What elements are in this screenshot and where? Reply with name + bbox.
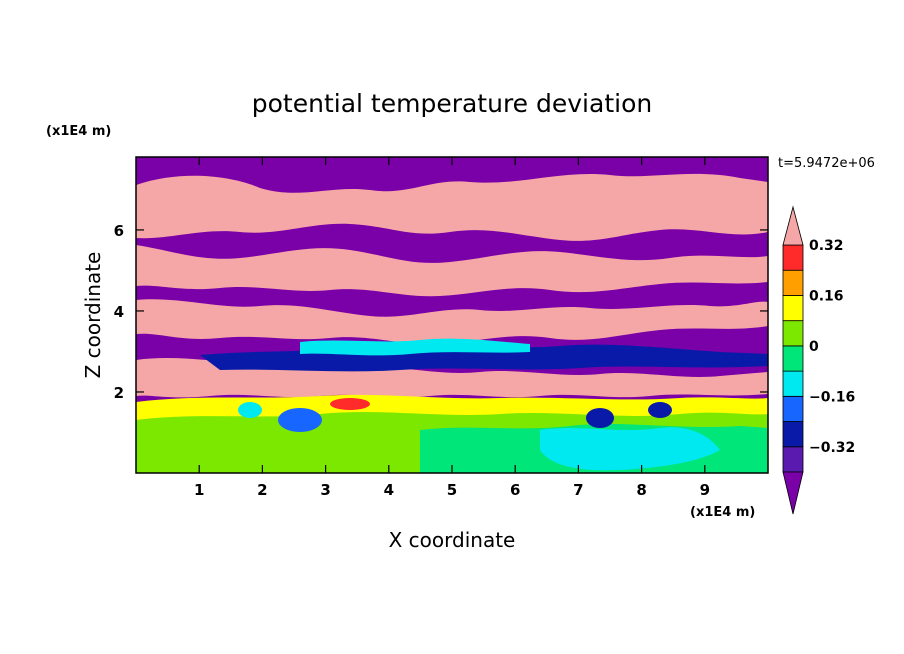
field-band-cyan-low — [540, 427, 720, 471]
y-axis-ticks: 2 4 6 — [114, 222, 768, 402]
colorbar-extend-top — [782, 205, 804, 246]
colorbar-segment — [782, 421, 804, 448]
x-unit-label: (x1E4 m) — [690, 505, 755, 520]
field-band-pink-top2 — [136, 245, 768, 297]
x-axis-ticks: 1 2 3 4 5 6 7 8 9 — [194, 157, 710, 499]
eddy-2 — [586, 408, 614, 428]
x-tick-label: 9 — [700, 481, 710, 499]
x-tick-label: 5 — [447, 481, 457, 499]
field-band-pink-mid — [136, 299, 768, 345]
y-tick-label: 4 — [114, 303, 124, 321]
eddy-3 — [648, 402, 672, 418]
eddy-4 — [238, 402, 262, 418]
colorbar-segment — [782, 446, 804, 473]
colorbar-segment — [782, 295, 804, 322]
heatmap-field — [136, 157, 768, 473]
y-tick-label: 2 — [114, 384, 124, 402]
colorbar-label: 0 — [809, 339, 819, 355]
field-band-cyan — [300, 338, 530, 356]
y-tick-label: 6 — [114, 222, 124, 240]
x-tick-label: 7 — [573, 481, 583, 499]
colorbar-segment — [782, 370, 804, 397]
y-unit-label: (x1E4 m) — [46, 124, 111, 139]
colorbar-label: 0.32 — [809, 238, 844, 254]
time-label: t=5.9472e+06 — [778, 156, 875, 171]
chart-title: potential temperature deviation — [252, 89, 652, 118]
x-tick-label: 1 — [194, 481, 204, 499]
colorbar-segment — [782, 395, 804, 422]
eddy-1 — [278, 408, 322, 432]
field-band-pink-top — [136, 173, 768, 241]
x-tick-label: 4 — [384, 481, 394, 499]
colorbar-label: 0.16 — [809, 288, 844, 304]
colorbar: 0.32 0.16 0 −0.16 −0.32 — [782, 205, 855, 515]
x-tick-label: 8 — [636, 481, 646, 499]
y-axis-title: Z coordinate — [81, 252, 105, 379]
colorbar-extend-bottom — [782, 471, 804, 515]
colorbar-segment — [782, 345, 804, 372]
colorbar-segment — [782, 269, 804, 296]
x-tick-label: 6 — [510, 481, 520, 499]
colorbar-segment — [782, 244, 804, 271]
eddy-5 — [330, 398, 370, 410]
x-tick-label: 2 — [257, 481, 267, 499]
colorbar-label: −0.16 — [809, 389, 855, 405]
x-axis-title: X coordinate — [389, 528, 516, 552]
colorbar-segment — [782, 320, 804, 347]
x-tick-label: 3 — [320, 481, 330, 499]
colorbar-label: −0.32 — [809, 440, 855, 456]
